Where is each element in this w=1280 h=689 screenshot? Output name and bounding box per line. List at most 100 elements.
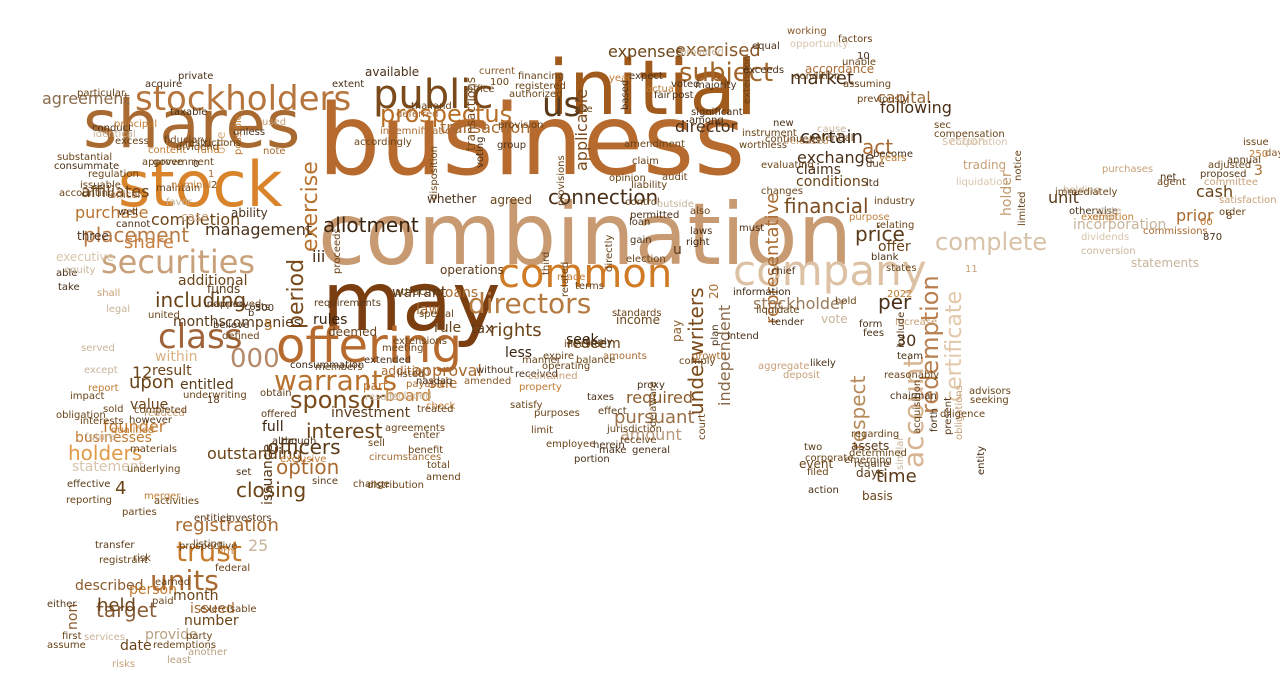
word-exceeds: exceeds (743, 65, 785, 76)
word-benefit: benefit (408, 445, 444, 456)
word-assuming: assuming (843, 79, 892, 90)
word-received: received (515, 369, 558, 380)
word-common: common (498, 251, 673, 297)
word-rules: rules (313, 312, 348, 328)
word-extensions: extensions (393, 336, 447, 347)
word-following: following (880, 98, 952, 117)
word-extent: extent (332, 79, 365, 90)
word-adjusted: adjusted (1208, 160, 1252, 171)
word-case: case (181, 210, 209, 224)
word-initial: initial (548, 43, 757, 132)
word-served: served (81, 343, 115, 354)
word-us: us (542, 85, 582, 125)
word-accordance: accordance (805, 62, 875, 76)
word-reporting: reporting (66, 495, 113, 506)
word-exemption: exemption (1081, 212, 1134, 223)
word-use: use (575, 104, 593, 115)
word-obtain: obtain (260, 388, 292, 399)
word-full: full (262, 419, 284, 435)
word-250: 250 (1249, 149, 1269, 160)
word-made: made (557, 272, 586, 283)
word-receive: receive (620, 435, 657, 446)
word-25: 25 (248, 536, 269, 555)
word-states: states (886, 263, 917, 274)
word-securities: securities (101, 243, 256, 281)
word-net: net (1160, 172, 1177, 183)
word-extension: extension (742, 55, 753, 104)
word-00: 00 (1200, 217, 1213, 228)
word-years: years (879, 153, 907, 164)
word-approve: approve (142, 157, 183, 168)
word-maintain: maintain (156, 183, 201, 194)
word-actual: actual (646, 84, 677, 95)
word-new: new (773, 118, 794, 129)
word-event: event (799, 457, 834, 471)
word-gain: gain (630, 235, 652, 246)
word-per: per (878, 290, 912, 314)
word-unable: unable (842, 57, 877, 68)
word-claim: claim (632, 156, 659, 167)
word-require: require (854, 459, 890, 470)
word-services: services (84, 632, 126, 643)
word-proxy: proxy (637, 380, 665, 391)
word-outside: outside (657, 199, 694, 210)
word-order: order (1219, 207, 1246, 218)
word-listing: listing (193, 539, 224, 550)
word-believe: believe (213, 320, 250, 331)
word-purposes: purposes (534, 408, 580, 419)
word-incurred: incurred (204, 299, 246, 310)
word-obligation: obligation (56, 410, 106, 421)
word-iii: iii (312, 247, 326, 266)
word-voting: voting (475, 136, 486, 168)
word-additional: additional (178, 273, 248, 289)
word-forth: forth (929, 407, 940, 432)
word-previously: previously (857, 94, 909, 105)
word-third: third (541, 251, 552, 275)
word-increase: increase (895, 317, 938, 328)
word-available: available (365, 65, 420, 79)
word-delaware: delaware (648, 381, 659, 427)
word-assume: assume (47, 640, 86, 651)
word-amend: amend (426, 472, 461, 483)
word-870: 870 (1203, 232, 1223, 243)
word-year: year (609, 73, 632, 84)
word-costs: costs (244, 302, 270, 313)
word-limit: limit (531, 425, 553, 436)
word-conduct: conduct (92, 123, 133, 134)
word-20: 20 (707, 283, 721, 299)
word-months: months (173, 314, 226, 330)
word-required: required (626, 388, 694, 407)
word-officers: officers (267, 435, 341, 459)
word-purpose: purpose (849, 212, 890, 223)
word-approved: approved (214, 299, 262, 310)
word-two: two (804, 442, 823, 453)
word-executive: executive (56, 250, 115, 264)
word-agreement: agreement (42, 89, 130, 108)
word-employee: employee (546, 439, 596, 450)
word-significant: significant (691, 107, 743, 118)
word-form: form (859, 319, 883, 330)
word-election: election (626, 254, 666, 265)
word-annual: annual (1227, 155, 1262, 166)
word-purchase: purchase (75, 203, 149, 222)
word-results: results (365, 392, 399, 403)
word-statements: statements (1131, 256, 1200, 270)
word-fund: fund (197, 145, 220, 156)
word-unless: unless (233, 127, 266, 138)
word-nominal: nominal (171, 180, 212, 191)
word-exercisable: exercisable (200, 604, 257, 615)
word-principal: principal (114, 119, 158, 130)
word-total: total (427, 460, 450, 471)
word-contained: contained (528, 371, 578, 382)
word-proceeds: proceeds (332, 228, 343, 274)
word-acquisition: acquisition (912, 379, 923, 434)
word-government: government (153, 157, 214, 168)
word-corporate: corporate (805, 453, 854, 464)
word-open: open (1092, 212, 1117, 223)
word-number: number (184, 613, 239, 629)
word-public: public (373, 72, 494, 118)
word-party: party (186, 631, 213, 642)
word-tender: tender (771, 317, 805, 328)
word-become: become (873, 149, 914, 160)
word-defined: defined (222, 331, 260, 342)
